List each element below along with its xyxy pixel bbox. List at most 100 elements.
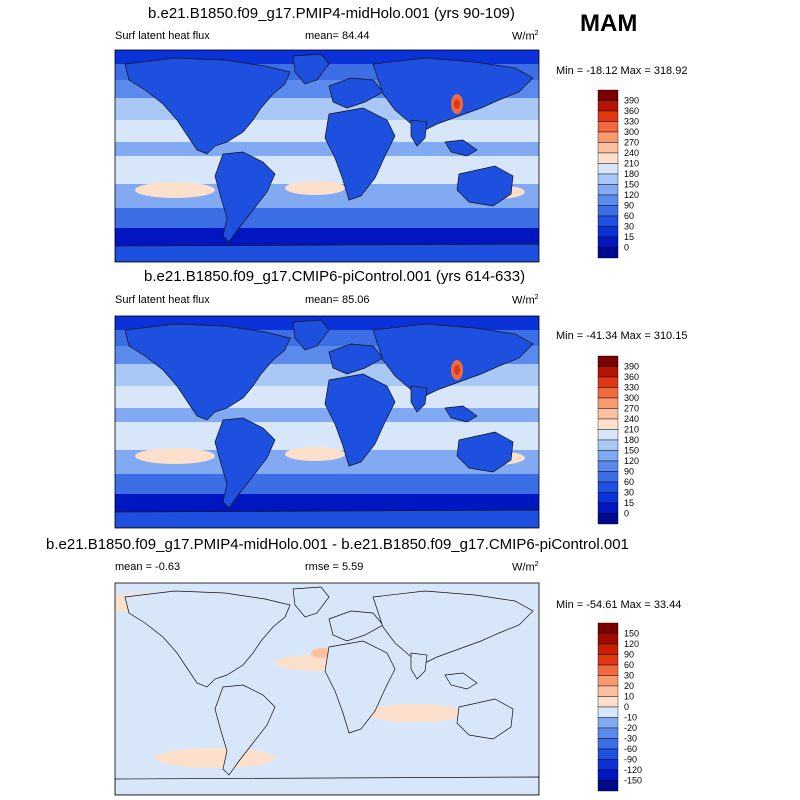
colorbar-box — [597, 142, 619, 154]
colorbar-label: -60 — [624, 744, 637, 754]
colorbar-label: 10 — [624, 692, 634, 702]
continents — [115, 53, 539, 262]
colorbar-label: 240 — [624, 414, 639, 424]
colorbar-label: 210 — [624, 159, 639, 169]
colorbar-label: 120 — [624, 190, 639, 200]
colorbar-box — [597, 131, 619, 143]
colorbar-label: -120 — [624, 765, 642, 775]
colorbar-label: -10 — [624, 713, 637, 723]
panel-1-variable: Surf latent heat flux — [115, 30, 210, 42]
map-positive-region — [155, 748, 275, 768]
map-band — [115, 408, 539, 422]
map-positive-region — [365, 704, 465, 722]
colorbar-box — [597, 163, 619, 175]
panel-3-units: W/m2 — [512, 561, 539, 574]
colorbar-box — [597, 664, 619, 676]
colorbar-label: 60 — [624, 660, 634, 670]
colorbar-label: -90 — [624, 755, 637, 765]
colorbar-label: 60 — [624, 211, 634, 221]
colorbar-box — [597, 706, 619, 718]
map-panel-2 — [115, 316, 539, 528]
map-frame-2 — [114, 315, 540, 529]
colorbar-box — [597, 513, 619, 525]
colorbar-box — [597, 717, 619, 729]
colorbar-label: 360 — [624, 372, 639, 382]
colorbar-box — [597, 769, 619, 781]
colorbar-box — [597, 460, 619, 472]
colorbar-label: 0 — [624, 509, 629, 519]
colorbar-box — [597, 89, 619, 101]
colorbar-label: -20 — [624, 723, 637, 733]
season-label: MAM — [580, 10, 638, 37]
colorbar-box — [597, 215, 619, 227]
colorbar-label: 360 — [624, 106, 639, 116]
colorbar-box — [597, 247, 619, 259]
colorbar-box — [597, 759, 619, 771]
panel-2-mean: mean= 85.06 — [305, 294, 370, 306]
colorbar-box — [597, 236, 619, 248]
map-panel-3 — [115, 583, 539, 795]
colorbar-box — [597, 110, 619, 122]
colorbar-box — [597, 226, 619, 238]
colorbar-box — [597, 366, 619, 378]
colorbar-box — [597, 184, 619, 196]
map-panel-1 — [115, 50, 539, 262]
colorbar-box — [597, 387, 619, 399]
panel-3-mean: mean = -0.63 — [115, 561, 181, 573]
colorbar-box — [597, 481, 619, 493]
panel-2-units: W/m2 — [512, 294, 539, 307]
colorbar-label: 330 — [624, 117, 639, 127]
colorbar-box — [597, 748, 619, 760]
continents — [115, 319, 539, 528]
map-high-region — [285, 181, 345, 195]
map-high-region — [285, 447, 345, 461]
colorbar-label: 390 — [624, 96, 639, 106]
colorbar-label: 270 — [624, 138, 639, 148]
colorbar-label: -30 — [624, 734, 637, 744]
colorbar-label: 300 — [624, 127, 639, 137]
colorbar-box — [597, 355, 619, 367]
panel-2-minmax: Min = -41.34 Max = 310.15 — [556, 330, 688, 342]
gulf-stream-core — [454, 365, 460, 375]
colorbar-label: 20 — [624, 681, 634, 691]
colorbar-box — [597, 738, 619, 750]
colorbar-label: 150 — [624, 446, 639, 456]
colorbar-box — [597, 492, 619, 504]
map-high-region — [135, 448, 215, 464]
colorbar-label: 240 — [624, 148, 639, 158]
colorbar-label: 30 — [624, 671, 634, 681]
colorbar-box — [597, 397, 619, 409]
colorbar-box — [597, 685, 619, 697]
panel-3-title: b.e21.B1850.f09_g17.PMIP4-midHolo.001 - … — [46, 536, 629, 553]
colorbar-box — [597, 205, 619, 217]
colorbar-label: 150 — [624, 629, 639, 639]
panel-3-rmse: rmse = 5.59 — [305, 561, 364, 573]
panel-1-units: W/m2 — [512, 30, 539, 43]
map-band — [115, 474, 539, 494]
panel-1-minmax: Min = -18.12 Max = 318.92 — [556, 65, 688, 77]
colorbar-box — [597, 727, 619, 739]
colorbar-label: 390 — [624, 362, 639, 372]
colorbar-label: 60 — [624, 477, 634, 487]
colorbar-box — [597, 654, 619, 666]
colorbar-label: 30 — [624, 222, 634, 232]
colorbar-box — [597, 152, 619, 164]
colorbar-box — [597, 376, 619, 388]
panel-1-mean: mean= 84.44 — [305, 30, 370, 42]
colorbar-label: 30 — [624, 488, 634, 498]
colorbar-label: 180 — [624, 169, 639, 179]
colorbar-label: 120 — [624, 639, 639, 649]
colorbar-box — [597, 418, 619, 430]
map-frame-1 — [114, 49, 540, 263]
map-band — [115, 208, 539, 228]
colorbar-box — [597, 633, 619, 645]
map-high-region — [135, 182, 215, 198]
colorbar-box — [597, 502, 619, 514]
colorbar-box — [597, 100, 619, 112]
colorbar-label: 15 — [624, 498, 634, 508]
colorbar-box — [597, 429, 619, 441]
colorbar-label: 180 — [624, 435, 639, 445]
colorbar-box — [597, 675, 619, 687]
map-band — [115, 142, 539, 156]
